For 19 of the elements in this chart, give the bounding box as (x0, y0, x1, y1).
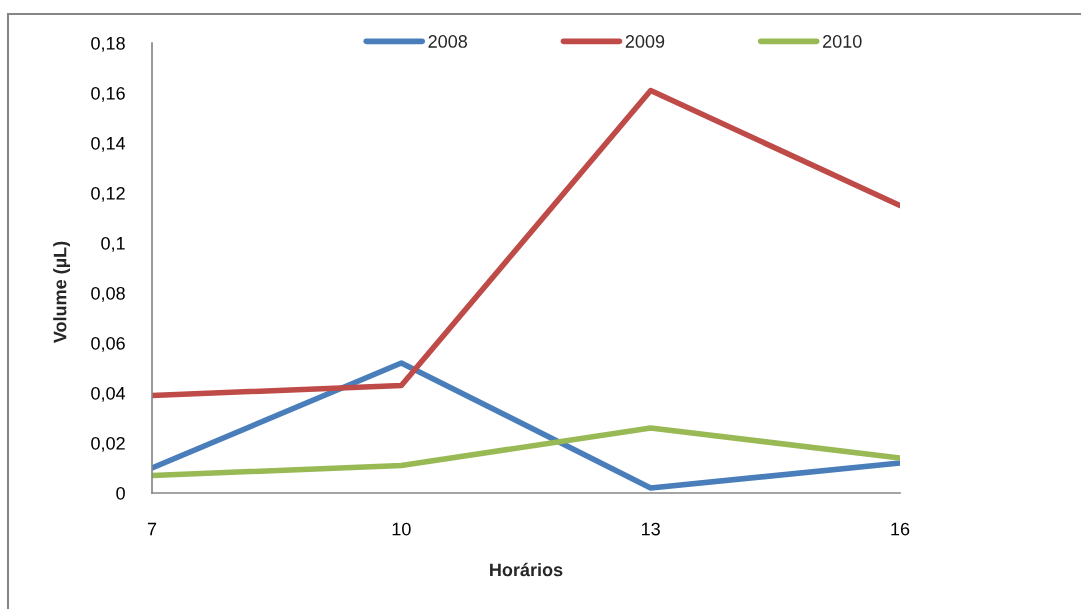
legend-label: 2008 (428, 35, 468, 48)
y-tick-label: 0 (116, 486, 125, 500)
legend-label: 2009 (625, 35, 665, 48)
legend-label: 2010 (823, 35, 862, 48)
y-axis-title: Volume (µL) (53, 241, 70, 344)
y-tick-label: 0,1 (101, 236, 125, 252)
y-tick-label: 0,14 (91, 136, 126, 152)
x-tick-label: 10 (392, 522, 411, 536)
y-tick-label: 0,08 (91, 286, 125, 302)
y-tick-label: 0,02 (91, 436, 125, 452)
y-tick-label: 0,04 (91, 386, 126, 402)
y-tick-label: 0,16 (91, 86, 125, 102)
x-tick-label: 7 (147, 522, 157, 536)
y-tick-label: 0,18 (91, 36, 125, 52)
x-tick-label: 13 (642, 522, 660, 536)
y-tick-label: 0,12 (91, 186, 125, 202)
x-tick-label: 16 (891, 522, 910, 536)
y-tick-label: 0,06 (91, 336, 125, 352)
x-axis-title: Horários (490, 562, 563, 577)
